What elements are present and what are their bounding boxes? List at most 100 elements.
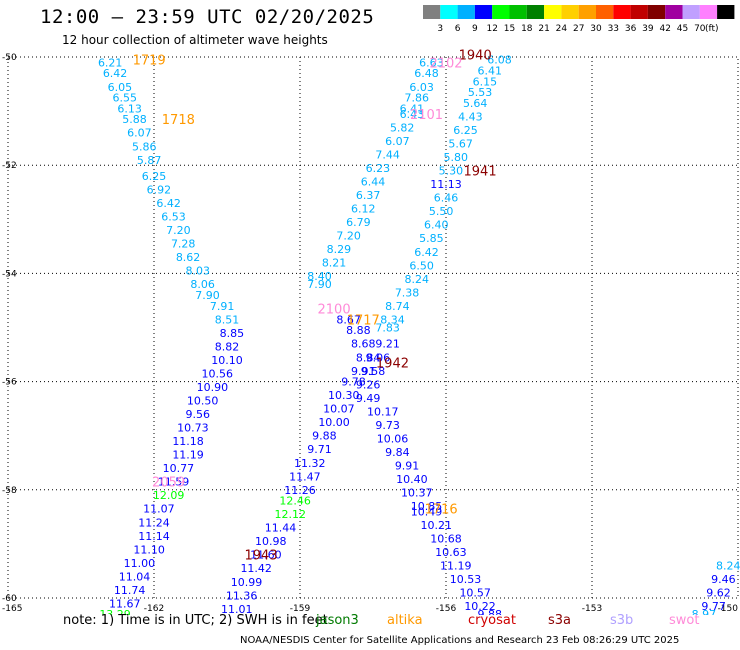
- wave-height-point: 10.17: [367, 405, 399, 418]
- colorbar-tick-label: 15: [504, 24, 515, 34]
- pass-time-label: 2100: [318, 303, 351, 318]
- satellite-legend-altika: altika: [387, 613, 423, 628]
- colorbar-tick-label: 33: [608, 24, 619, 34]
- wave-height-point: 9.71: [307, 443, 332, 456]
- y-tick-label: -56: [2, 378, 17, 388]
- colorbar-swatch: [578, 5, 596, 19]
- wave-height-point: 8.03: [186, 265, 211, 278]
- wave-height-point: 6.37: [356, 189, 381, 202]
- colorbar-tick-label: 42: [659, 24, 670, 34]
- x-tick-label: -162: [144, 604, 164, 614]
- wave-height-point: 6.46: [434, 192, 459, 205]
- pass-time-label: 2059: [152, 476, 185, 491]
- wave-height-point: 10.99: [231, 576, 263, 589]
- colorbar-swatch: [717, 5, 735, 19]
- wave-height-point: 8.82: [215, 340, 240, 353]
- satellite-legend-swot: swot: [669, 613, 700, 628]
- colorbar-tick-label: 24: [556, 24, 568, 34]
- wave-height-point: 9.46: [711, 573, 736, 586]
- wave-height-point: 10.73: [177, 422, 209, 435]
- colorbar-tick-label: 12: [486, 24, 497, 34]
- wave-height-point: 6.53: [161, 211, 186, 224]
- wave-height-point: 8.21: [322, 257, 347, 270]
- wave-height-point: 10.63: [435, 546, 467, 559]
- wave-height-point: 6.42: [414, 246, 439, 259]
- pass-time-label: 1942: [376, 357, 409, 372]
- wave-height-point: 10.07: [323, 403, 355, 416]
- wave-height-point: 7.28: [171, 238, 196, 251]
- wave-height-point: 5.67: [448, 138, 473, 151]
- wave-height-point: 6.07: [385, 135, 410, 148]
- wave-height-point: 5.82: [390, 121, 415, 134]
- wave-height-point: 12.12: [275, 508, 307, 521]
- wave-height-point: 13.29: [99, 608, 131, 615]
- wave-height-point: 5.87: [137, 154, 162, 167]
- wave-height-point: 6.07: [127, 127, 152, 140]
- colorbar-tick-label: 45: [677, 24, 688, 34]
- wave-height-point: 11.42: [240, 562, 272, 575]
- wave-height-point: 6.03: [409, 81, 434, 94]
- wave-height-point: 10.68: [430, 532, 462, 545]
- wave-height-point: 11.74: [114, 584, 146, 597]
- colorbar-swatch: [526, 5, 545, 19]
- colorbar-swatch: [474, 5, 493, 19]
- wave-height-point: 7.90: [195, 289, 220, 302]
- satellite-legend-s3b: s3b: [610, 613, 634, 628]
- y-tick-label: -58: [2, 486, 17, 496]
- wave-height-point: 6.42: [156, 197, 181, 210]
- wave-height-point: 11.18: [172, 435, 204, 448]
- wave-height-point: 6.05: [108, 81, 133, 94]
- wave-height-point: 10.49: [411, 505, 443, 518]
- colorbar-tick-label: 21: [538, 24, 549, 34]
- wave-height-point: 11.19: [172, 449, 204, 462]
- wave-height-point: 6.25: [453, 124, 478, 137]
- wave-height-point: 9.77: [701, 600, 726, 613]
- wave-height-point: 6.63: [419, 56, 444, 69]
- wave-height-point: 11.24: [138, 516, 170, 529]
- wave-height-point: 9.73: [375, 419, 400, 432]
- x-tick-label: -159: [290, 604, 311, 614]
- wave-height-point: 9.26: [356, 378, 381, 391]
- wave-height-point: 9.91: [351, 365, 376, 378]
- y-tick-label: -54: [2, 269, 17, 279]
- wave-height-point: 8.88: [346, 324, 371, 337]
- x-tick-label: -153: [582, 604, 602, 614]
- colorbar-swatch: [492, 5, 510, 19]
- wave-height-point: 8.62: [176, 251, 201, 264]
- wave-height-point: 6.41: [400, 102, 425, 115]
- wave-height-point: 10.30: [328, 389, 360, 402]
- wave-height-point: 11.00: [124, 557, 156, 570]
- colorbar-tick-label: 36: [625, 24, 637, 34]
- wave-height-point: 11.19: [440, 560, 472, 573]
- colorbar-unit: (ft): [705, 24, 719, 34]
- wave-height-point: 6.48: [414, 67, 439, 80]
- colorbar-tick-label: 39: [642, 24, 654, 34]
- colorbar-swatch: [682, 5, 700, 19]
- wave-height-point: 11.01: [221, 603, 253, 615]
- pass-time-label: 1716: [425, 503, 458, 518]
- wave-height-point: 7.90: [307, 278, 332, 291]
- wave-height-point: 8.74: [385, 300, 410, 313]
- satellite-legend-jason3: jason3: [316, 613, 359, 628]
- wave-height-point: 11.59: [158, 476, 190, 489]
- wave-height-point: 8.97: [692, 608, 717, 615]
- wave-height-point: 6.44: [361, 175, 386, 188]
- wave-height-point: 6.15: [473, 75, 498, 88]
- wave-height-point: 5.88: [122, 113, 147, 126]
- wave-height-point: 11.14: [138, 530, 170, 543]
- wave-height-point: 10.50: [187, 395, 219, 408]
- wave-height-point: 5.86: [132, 140, 157, 153]
- satellite-legend-cryosat: cryosat: [468, 613, 516, 628]
- footer-note: note: 1) Time is in UTC; 2) SWH is in fe…: [63, 613, 328, 628]
- wave-height-point: 7.91: [210, 300, 235, 313]
- wave-height-point: 10.57: [459, 587, 491, 600]
- wave-height-point: 5.85: [419, 232, 444, 245]
- wave-height-point: 9.78: [341, 376, 366, 389]
- pass-time-label: 1940: [459, 48, 492, 63]
- wave-height-point: 10.06: [377, 432, 409, 445]
- pass-time-label: 2102: [429, 56, 462, 71]
- wave-height-point: 11.04: [119, 570, 151, 583]
- wave-height-point: 12.09: [153, 489, 185, 502]
- wave-height-point: 10.00: [318, 416, 350, 429]
- wave-height-point: 11.60: [250, 549, 282, 562]
